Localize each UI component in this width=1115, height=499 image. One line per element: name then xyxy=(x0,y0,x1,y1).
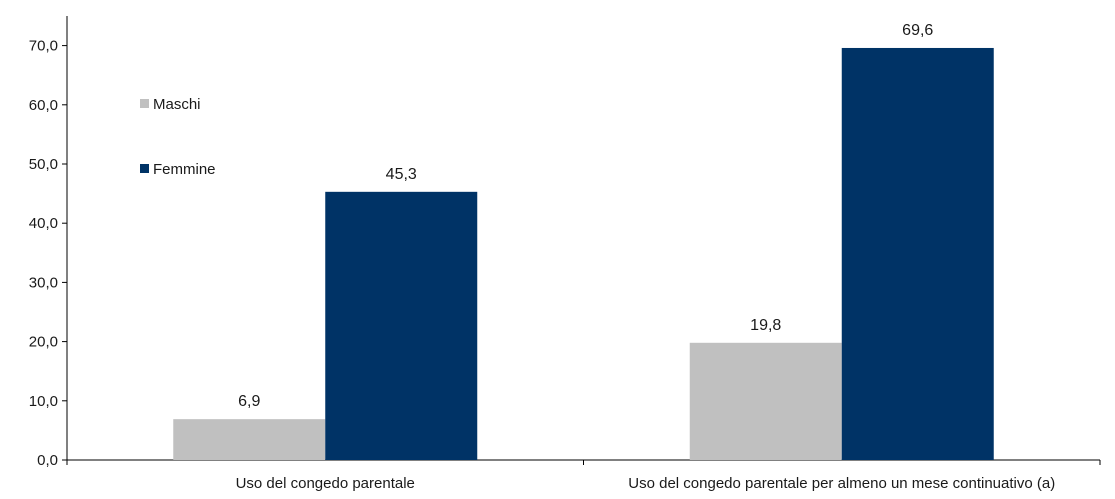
data-label: 19,8 xyxy=(750,317,781,334)
y-tick-label: 20,0 xyxy=(29,334,58,351)
bar-maschi xyxy=(173,419,326,460)
data-label: 69,6 xyxy=(902,22,933,39)
bar-maschi xyxy=(689,342,842,460)
data-label: 6,9 xyxy=(238,393,260,410)
legend-swatch-femmine xyxy=(140,164,149,173)
y-tick-label: 60,0 xyxy=(29,97,58,114)
y-tick-label: 30,0 xyxy=(29,274,58,291)
bar-femmine xyxy=(325,191,478,460)
axes-layer: 0,0 10,0 20,0 30,0 40,0 50,0 60,0 70,0 Uso del c… xyxy=(29,16,1101,492)
legend-label: Maschi xyxy=(153,96,201,113)
bar-femmine xyxy=(841,47,994,461)
y-tick-label: 10,0 xyxy=(29,393,58,410)
legend: Maschi Femmine xyxy=(140,96,216,178)
x-category-label: Uso del congedo parentale per almeno un … xyxy=(628,475,1055,492)
y-tick-label: 0,0 xyxy=(37,452,58,469)
y-tick-label: 50,0 xyxy=(29,156,58,173)
legend-swatch-maschi xyxy=(140,99,149,108)
y-tick-label: 70,0 xyxy=(29,38,58,55)
labels-layer: 6,9 45,3 19,8 69,6 xyxy=(238,22,933,410)
y-tick-label: 40,0 xyxy=(29,215,58,232)
data-label: 45,3 xyxy=(386,166,417,183)
legend-label: Femmine xyxy=(153,161,216,178)
bars-layer xyxy=(173,47,994,461)
x-category-label: Uso del congedo parentale xyxy=(236,475,415,492)
